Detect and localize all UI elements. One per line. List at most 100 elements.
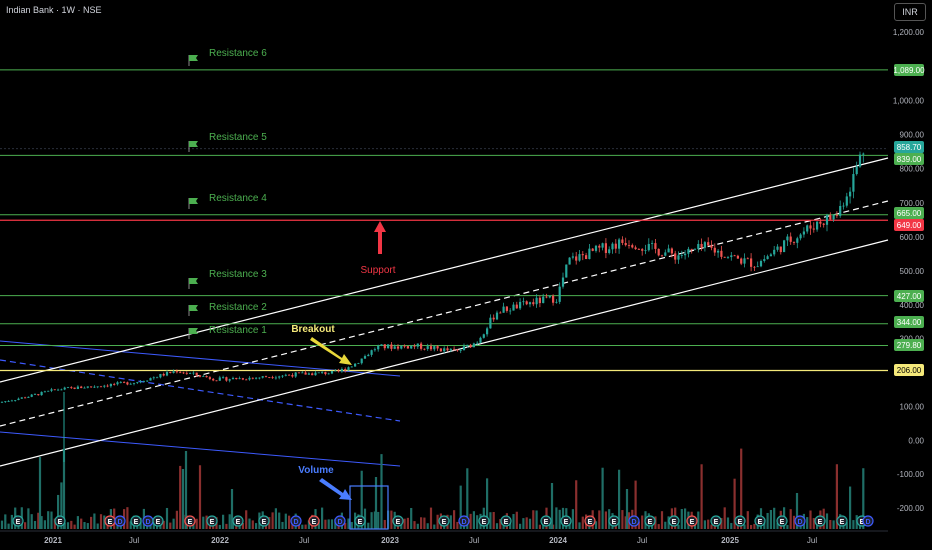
volume-bar bbox=[284, 513, 287, 529]
candle-body bbox=[90, 386, 93, 388]
volume-bar bbox=[852, 520, 855, 529]
candle-body bbox=[24, 397, 27, 399]
x-tick-2: 2022 bbox=[211, 536, 229, 545]
candle-body bbox=[429, 346, 433, 350]
volume-bar bbox=[195, 518, 198, 529]
candle-body bbox=[304, 372, 307, 375]
candle-body bbox=[99, 386, 103, 388]
event-marker bbox=[644, 515, 656, 527]
volume-bar bbox=[472, 511, 475, 529]
candle-body bbox=[367, 354, 370, 357]
candle-body bbox=[832, 215, 835, 220]
volume-bar bbox=[47, 511, 50, 529]
volume-bar bbox=[433, 524, 436, 529]
volume-bar bbox=[667, 516, 670, 529]
x-tick-6: 2024 bbox=[549, 536, 567, 545]
event-marker bbox=[710, 515, 722, 527]
candle-body bbox=[703, 242, 706, 248]
candle-body bbox=[245, 379, 248, 381]
candle-body bbox=[773, 249, 776, 255]
candle-body bbox=[555, 301, 558, 303]
volume-bar bbox=[37, 512, 40, 529]
x-tick-7: Jul bbox=[637, 536, 647, 545]
candle-body bbox=[667, 248, 670, 253]
channel-upper bbox=[0, 157, 889, 383]
candle-body bbox=[393, 346, 396, 349]
volume-bar bbox=[720, 518, 723, 529]
volume-bar bbox=[835, 464, 838, 529]
event-marker-letter: D bbox=[117, 519, 122, 526]
event-marker-letter: E bbox=[210, 519, 215, 526]
candle-body bbox=[849, 191, 852, 197]
candle-body bbox=[17, 398, 20, 401]
volume-bar bbox=[740, 448, 743, 529]
event-marker bbox=[754, 515, 766, 527]
volume-bar bbox=[152, 523, 155, 529]
volume-bar bbox=[509, 523, 512, 529]
candle-body bbox=[835, 215, 838, 216]
candle-body bbox=[598, 245, 601, 248]
event-marker-letter: E bbox=[188, 519, 193, 526]
candle-body bbox=[723, 256, 726, 258]
volume-bar bbox=[654, 516, 657, 529]
volume-spike bbox=[62, 449, 66, 529]
candle-body bbox=[611, 243, 614, 250]
candle-body bbox=[565, 264, 568, 278]
candle-body bbox=[809, 225, 812, 229]
volume-bar bbox=[664, 521, 667, 529]
volume-bar bbox=[519, 523, 522, 529]
candle-body bbox=[535, 297, 538, 305]
candle-body bbox=[634, 247, 637, 250]
currency-button[interactable]: INR bbox=[894, 3, 926, 21]
volume-bar bbox=[396, 524, 400, 529]
y-tick-9: 700.00 bbox=[900, 199, 925, 208]
candle-body bbox=[426, 346, 429, 349]
candle-body bbox=[10, 400, 13, 402]
volume-bar bbox=[50, 511, 53, 529]
candle-body bbox=[413, 345, 416, 347]
candle-body bbox=[235, 377, 238, 380]
volume-bar bbox=[403, 518, 406, 529]
volume-bar bbox=[515, 511, 518, 529]
volume-bar bbox=[746, 511, 749, 529]
y-tick-13: 1,200.00 bbox=[893, 28, 925, 37]
candle-body bbox=[271, 377, 274, 379]
event-marker-letter: E bbox=[16, 519, 21, 526]
volume-bar bbox=[849, 486, 852, 529]
volume-bar bbox=[862, 468, 865, 529]
candle-body bbox=[657, 248, 660, 256]
price-label-7: 279.80 bbox=[897, 341, 922, 350]
candle-body bbox=[215, 380, 218, 382]
event-marker bbox=[152, 515, 164, 527]
event-marker bbox=[560, 515, 572, 527]
volume-bar bbox=[70, 520, 73, 529]
volume-bar bbox=[175, 510, 178, 529]
candle-body bbox=[179, 372, 182, 374]
candle-body bbox=[792, 241, 796, 243]
volume-bar bbox=[327, 519, 330, 529]
candle-body bbox=[156, 377, 159, 379]
event-marker-letter: E bbox=[648, 519, 653, 526]
volume-bar bbox=[390, 510, 393, 529]
event-marker-letter: E bbox=[738, 519, 743, 526]
volume-spike bbox=[550, 483, 554, 529]
candle-body bbox=[268, 377, 271, 378]
candle-body bbox=[789, 236, 792, 242]
candle-body bbox=[528, 302, 532, 305]
candle-body bbox=[109, 384, 112, 387]
volume-bar bbox=[73, 524, 76, 529]
volume-bar bbox=[33, 520, 37, 529]
candle-body bbox=[119, 381, 122, 383]
volume-bar bbox=[406, 517, 409, 529]
volume-bar bbox=[466, 468, 469, 529]
candle-body bbox=[37, 394, 40, 396]
volume-bar bbox=[558, 509, 561, 529]
volume-bar bbox=[169, 522, 172, 529]
volume-bar bbox=[601, 467, 604, 529]
candle-body bbox=[601, 243, 604, 248]
volume-bar bbox=[548, 522, 551, 529]
volume-bar bbox=[476, 515, 479, 529]
candle-body bbox=[255, 377, 258, 379]
x-tick-1: Jul bbox=[129, 536, 139, 545]
